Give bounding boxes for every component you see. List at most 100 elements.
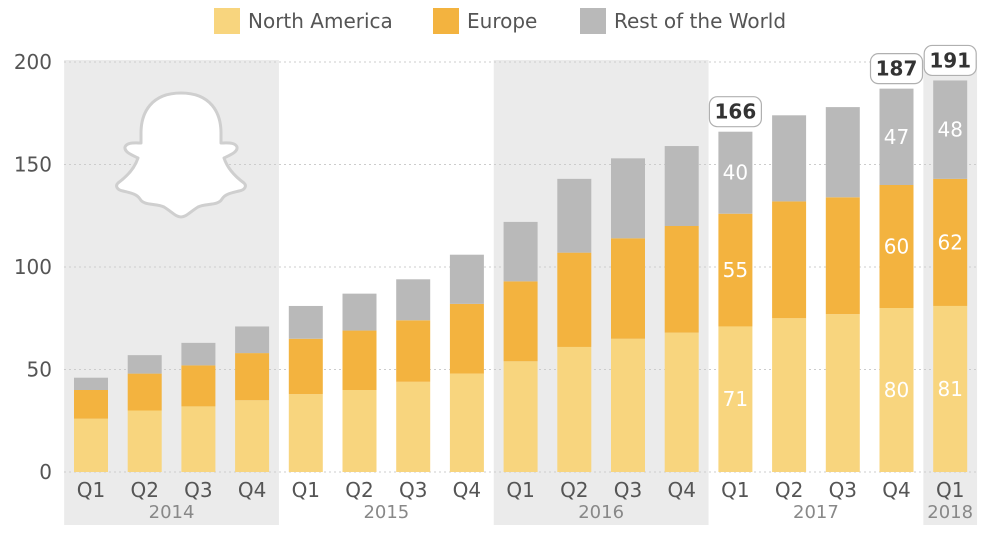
bar-europe xyxy=(718,213,753,327)
bar-north-america xyxy=(449,373,484,472)
bar-value-label: 48 xyxy=(937,118,962,142)
bar-rest-of-world xyxy=(235,326,270,354)
year-label: 2015 xyxy=(363,502,409,523)
bar-north-america xyxy=(933,305,968,472)
legend-label-north-america: North America xyxy=(248,9,393,33)
x-tick-label: Q4 xyxy=(667,478,695,502)
bar-value-label: 60 xyxy=(884,235,909,259)
bar-europe xyxy=(127,373,162,411)
bar-europe xyxy=(503,281,538,362)
y-tick-label: 200 xyxy=(14,50,52,74)
bar-rest-of-world xyxy=(718,131,753,214)
total-callout-box xyxy=(869,53,924,85)
x-tick-label: Q2 xyxy=(345,478,373,502)
bar-value-label: 62 xyxy=(937,230,962,254)
bar-rest-of-world xyxy=(879,88,914,185)
bar-europe xyxy=(557,252,592,347)
x-tick-label: Q4 xyxy=(882,478,910,502)
total-callout-label: 166 xyxy=(715,100,757,124)
bar-rest-of-world xyxy=(288,305,323,339)
x-tick-label: Q2 xyxy=(130,478,158,502)
bar-north-america xyxy=(181,406,216,472)
bar-europe xyxy=(288,338,323,395)
bar-value-label: 47 xyxy=(884,125,909,149)
x-tick-label: Q1 xyxy=(936,478,964,502)
bar-europe xyxy=(772,201,807,319)
legend-label-europe: Europe xyxy=(467,9,538,33)
total-callout-label: 187 xyxy=(876,57,918,81)
legend-swatch-rest-of-world xyxy=(580,8,606,34)
x-tick-label: Q3 xyxy=(184,478,212,502)
y-tick-label: 100 xyxy=(14,255,52,279)
legend-swatch-north-america xyxy=(214,8,240,34)
x-tick-label: Q4 xyxy=(238,478,266,502)
bar-north-america xyxy=(127,410,162,472)
bar-north-america xyxy=(664,332,699,472)
bar-value-label: 55 xyxy=(723,258,748,282)
legend-item-europe: Europe xyxy=(433,8,537,34)
x-tick-label: Q1 xyxy=(77,478,105,502)
bar-rest-of-world xyxy=(825,107,860,198)
x-tick-label: Q3 xyxy=(399,478,427,502)
total-callout-label: 191 xyxy=(929,48,971,72)
x-tick-label: Q1 xyxy=(292,478,320,502)
x-tick-label: Q3 xyxy=(614,478,642,502)
bar-rest-of-world xyxy=(772,115,807,202)
bar-europe xyxy=(611,238,645,339)
bar-rest-of-world xyxy=(127,355,162,374)
bar-rest-of-world xyxy=(74,377,108,390)
bar-europe xyxy=(235,353,270,401)
bar-north-america xyxy=(772,318,807,472)
total-callout-box xyxy=(708,96,763,128)
x-tick-label: Q2 xyxy=(560,478,588,502)
bar-rest-of-world xyxy=(503,221,538,282)
bar-value-label: 81 xyxy=(937,377,962,401)
bar-rest-of-world xyxy=(557,178,592,253)
bar-rest-of-world xyxy=(449,254,484,304)
bar-north-america xyxy=(503,361,538,472)
bar-europe xyxy=(664,226,699,333)
bar-value-label: 40 xyxy=(723,161,748,185)
x-tick-label: Q2 xyxy=(775,478,803,502)
bar-north-america xyxy=(557,346,592,472)
bar-europe xyxy=(342,330,377,390)
chart-legend: North America Europe Rest of the World xyxy=(0,4,992,36)
year-label: 2017 xyxy=(793,502,839,523)
bar-europe xyxy=(396,320,431,382)
bar-value-label: 71 xyxy=(723,387,748,411)
y-tick-label: 150 xyxy=(14,153,52,177)
bar-europe xyxy=(825,197,860,315)
x-tick-label: Q3 xyxy=(829,478,857,502)
snapchat-ghost-icon xyxy=(115,91,247,219)
year-label: 2016 xyxy=(578,502,624,523)
bar-europe xyxy=(879,185,914,308)
bar-rest-of-world xyxy=(664,146,699,226)
bar-north-america xyxy=(825,314,860,472)
legend-item-rest-of-world: Rest of the World xyxy=(580,8,786,34)
bar-rest-of-world xyxy=(181,342,216,366)
bar-north-america xyxy=(235,400,270,472)
snapchat-ghost-shape xyxy=(115,91,247,219)
year-label: 2014 xyxy=(149,502,195,523)
bar-north-america xyxy=(611,338,645,472)
legend-item-north-america: North America xyxy=(214,8,393,34)
year-label: 2018 xyxy=(927,502,973,523)
bar-north-america xyxy=(342,390,377,472)
bar-rest-of-world xyxy=(933,80,968,179)
bar-europe xyxy=(181,365,216,407)
x-tick-label: Q1 xyxy=(506,478,534,502)
bar-value-label: 80 xyxy=(884,378,909,402)
bar-north-america xyxy=(288,394,323,472)
bar-rest-of-world xyxy=(611,158,645,239)
bar-north-america xyxy=(879,308,914,472)
bar-rest-of-world xyxy=(396,279,431,321)
legend-swatch-europe xyxy=(433,8,459,34)
legend-label-rest-of-world: Rest of the World xyxy=(614,9,787,33)
bar-europe xyxy=(74,390,108,419)
y-tick-label: 50 xyxy=(27,358,52,382)
bar-rest-of-world xyxy=(342,293,377,331)
y-tick-label: 0 xyxy=(39,460,52,484)
x-tick-label: Q4 xyxy=(453,478,481,502)
